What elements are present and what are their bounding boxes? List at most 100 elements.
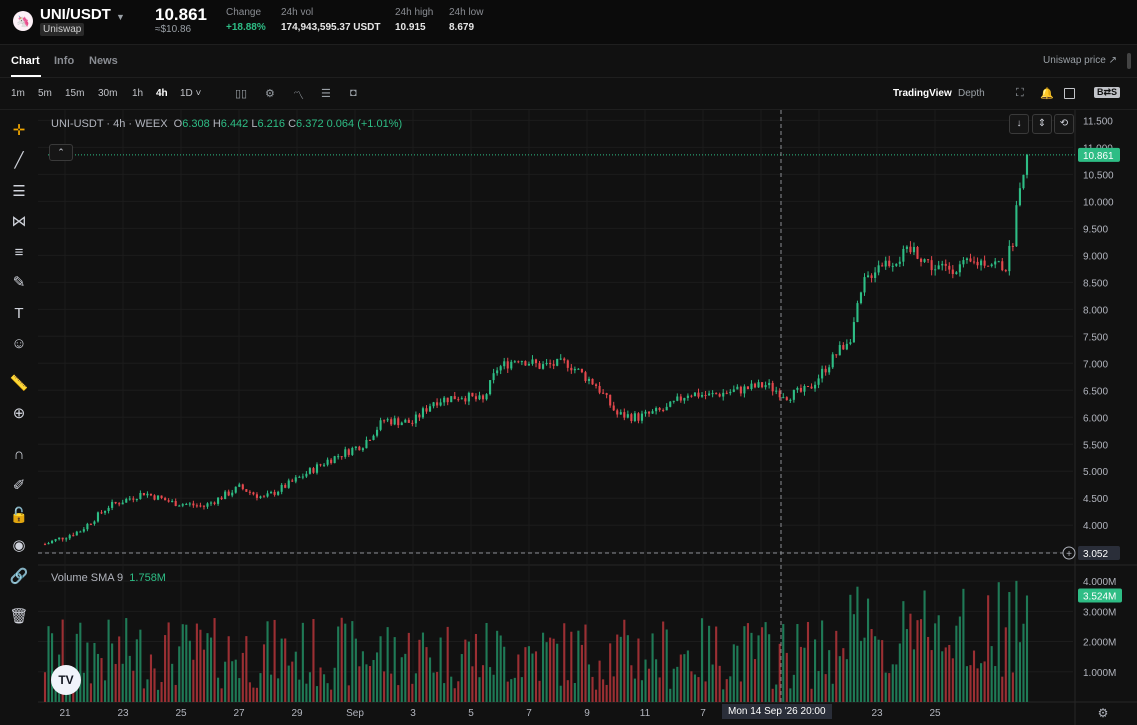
- template-icon[interactable]: ☰: [321, 88, 331, 100]
- collapse-legend-button[interactable]: ⌃: [49, 144, 73, 161]
- stat-high-value: 10.915: [395, 22, 426, 33]
- candle-body: [443, 397, 446, 403]
- lock-icon[interactable]: 🔓: [9, 507, 29, 524]
- pencil-lock-icon[interactable]: ✐: [12, 477, 26, 494]
- ruler-icon[interactable]: 📏: [9, 375, 29, 392]
- eye-icon[interactable]: ◉: [12, 537, 26, 554]
- candle-body: [326, 459, 329, 465]
- trash-icon[interactable]: 🗑: [9, 608, 29, 625]
- candle-body: [997, 261, 1000, 263]
- scrollbar[interactable]: [1127, 53, 1131, 69]
- volume-bar: [612, 676, 615, 702]
- link-icon[interactable]: 🔗: [9, 568, 29, 585]
- pattern-icon[interactable]: ⋈: [11, 213, 27, 230]
- chevron-down-icon[interactable]: ▼: [116, 12, 125, 22]
- volume-bar: [912, 649, 916, 702]
- candle-body: [732, 389, 735, 392]
- crosshair-icon[interactable]: ✛: [12, 122, 26, 139]
- volume-bar: [563, 623, 566, 702]
- compare-icon[interactable]: B⇄S: [1094, 87, 1121, 98]
- tradingview-logo[interactable]: TV: [51, 665, 81, 695]
- pair-selector[interactable]: UNI/USDT: [40, 6, 111, 23]
- candle-body: [107, 507, 110, 512]
- scroll-to-latest-button[interactable]: ↓: [1009, 114, 1029, 134]
- volume-bar: [849, 594, 852, 702]
- emoji-icon[interactable]: ☺: [11, 334, 27, 352]
- volume-bar: [955, 625, 958, 702]
- timeframe-1m[interactable]: 1m: [11, 88, 25, 99]
- zoom-icon[interactable]: ⊕: [12, 405, 26, 422]
- view-depth-tab[interactable]: Depth: [958, 88, 985, 99]
- legend-low: 6.216: [257, 118, 286, 130]
- candle-body: [397, 418, 400, 426]
- view-tradingview-tab[interactable]: TradingView: [893, 88, 952, 99]
- volume-bar: [799, 646, 802, 702]
- chart-settings-icon[interactable]: ⚙: [1098, 706, 1109, 720]
- text-icon[interactable]: T: [14, 304, 24, 322]
- candle-body: [79, 531, 82, 533]
- volume-bar: [549, 637, 552, 702]
- candle-body: [923, 259, 926, 262]
- magnet-icon[interactable]: ∩: [13, 445, 25, 463]
- add-alert-icon[interactable]: [1062, 546, 1076, 560]
- tab-chart[interactable]: Chart: [11, 55, 40, 67]
- indicator-gear-icon[interactable]: ⚙: [265, 88, 275, 100]
- brush-icon[interactable]: ✎: [12, 274, 26, 291]
- timeframe-15m[interactable]: 15m: [65, 88, 85, 99]
- candle-body: [881, 265, 884, 267]
- volume-bar: [552, 638, 555, 702]
- price-chart[interactable]: 11.50011.00010.50010.0009.5009.0008.5008…: [38, 110, 1137, 725]
- candle-body: [824, 368, 827, 373]
- tab-news[interactable]: News: [89, 55, 118, 67]
- candle-body: [383, 420, 386, 422]
- candle-body: [68, 535, 71, 539]
- candle-body: [231, 492, 234, 496]
- horizontal-lines-icon[interactable]: ☰: [12, 183, 26, 200]
- fullscreen-icon[interactable]: ⛶: [1016, 87, 1024, 99]
- trendline-icon[interactable]: ╱: [14, 152, 24, 169]
- fib-icon[interactable]: ≡: [14, 243, 24, 261]
- last-volume-tag-bg: [1078, 588, 1122, 603]
- price-axis-label: 6.000: [1083, 413, 1108, 424]
- timeframe-1d-dropdown[interactable]: 1D ˅: [180, 88, 202, 99]
- candle-body: [609, 394, 612, 406]
- candle-body: [510, 361, 513, 369]
- auto-scale-button[interactable]: ⇕: [1032, 114, 1052, 134]
- alert-icon[interactable]: 🔔: [1040, 88, 1054, 100]
- volume-axis-label: 1.000M: [1083, 668, 1116, 679]
- volume-bar: [1015, 580, 1018, 702]
- candle-body: [206, 503, 209, 507]
- reset-chart-button[interactable]: ⟲: [1054, 114, 1074, 134]
- time-axis-label: 5: [468, 708, 474, 719]
- candle-body: [563, 358, 566, 361]
- legend-open: 6.308: [182, 118, 210, 130]
- candle-body: [227, 491, 230, 496]
- candles-icon[interactable]: ▯▯: [235, 88, 248, 100]
- candle-body: [665, 406, 668, 411]
- volume-bar: [114, 663, 117, 702]
- candle-body: [980, 260, 983, 266]
- volume-bar: [262, 644, 266, 702]
- volume-bar: [538, 680, 541, 702]
- candle-body: [934, 269, 937, 271]
- layout-icon[interactable]: [1064, 88, 1075, 99]
- candle-body: [146, 493, 149, 496]
- candle-body: [810, 386, 813, 389]
- volume-bar: [142, 688, 145, 702]
- volume-bar: [598, 660, 601, 702]
- candle-body: [255, 494, 259, 498]
- candle-body: [224, 491, 227, 500]
- tab-info[interactable]: Info: [54, 55, 75, 67]
- price-axis-label: 5.500: [1083, 440, 1108, 451]
- camera-icon[interactable]: ◘: [350, 87, 357, 99]
- candle-body: [266, 493, 269, 497]
- volume-bar: [524, 647, 527, 702]
- indicators-icon[interactable]: 〽: [293, 90, 304, 102]
- timeframe-30m[interactable]: 30m: [98, 88, 118, 99]
- timeframe-5m[interactable]: 5m: [38, 88, 52, 99]
- candle-body: [828, 367, 831, 373]
- candle-body: [941, 263, 944, 266]
- uniswap-price-link[interactable]: Uniswap price ↗: [1043, 55, 1117, 66]
- timeframe-4h[interactable]: 4h: [156, 88, 168, 99]
- timeframe-1h[interactable]: 1h: [132, 88, 144, 99]
